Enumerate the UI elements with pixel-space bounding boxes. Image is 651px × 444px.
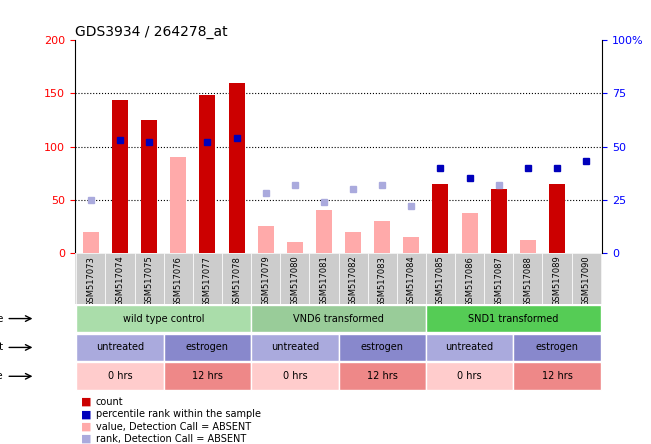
Bar [280,253,309,304]
Text: percentile rank within the sample: percentile rank within the sample [96,409,260,419]
Text: 0 hrs: 0 hrs [457,371,482,381]
Bar [171,157,186,253]
Text: GSM517088: GSM517088 [523,256,533,306]
Bar [514,362,601,390]
Text: GSM517075: GSM517075 [145,256,154,306]
Bar [462,213,478,253]
Bar [514,333,601,361]
Text: GSM517086: GSM517086 [465,256,474,306]
Bar [251,362,339,390]
Text: time: time [0,371,4,381]
Bar [112,99,128,253]
Text: agent: agent [0,342,4,353]
Bar [368,253,397,304]
Text: 12 hrs: 12 hrs [192,371,223,381]
Bar [514,253,542,304]
Text: GSM517077: GSM517077 [203,256,212,306]
Text: 0 hrs: 0 hrs [107,371,132,381]
Text: GSM517078: GSM517078 [232,256,241,306]
Text: untreated: untreated [96,342,144,353]
Text: GSM517082: GSM517082 [348,256,357,306]
Text: GSM517087: GSM517087 [494,256,503,306]
Text: SND1 transformed: SND1 transformed [468,313,559,324]
Bar [339,362,426,390]
Bar [484,253,514,304]
Text: estrogen: estrogen [361,342,404,353]
Bar [76,305,251,333]
Text: VND6 transformed: VND6 transformed [293,313,384,324]
Text: untreated: untreated [271,342,319,353]
Bar [397,253,426,304]
Bar [345,232,361,253]
Text: ■: ■ [81,422,92,432]
Bar [339,253,368,304]
Bar [76,253,105,304]
Bar [374,221,390,253]
Bar [426,253,455,304]
Text: ■: ■ [81,409,92,419]
Bar [572,253,601,304]
Text: GSM517076: GSM517076 [174,256,183,306]
Text: GSM517084: GSM517084 [407,256,416,306]
Text: rank, Detection Call = ABSENT: rank, Detection Call = ABSENT [96,434,246,444]
Bar [251,305,426,333]
Text: untreated: untreated [445,342,493,353]
Bar [549,184,565,253]
Text: GDS3934 / 264278_at: GDS3934 / 264278_at [75,25,227,39]
Bar [222,253,251,304]
Bar [316,210,332,253]
Text: GSM517085: GSM517085 [436,256,445,306]
Bar [426,362,514,390]
Text: GSM517081: GSM517081 [320,256,329,306]
Text: 0 hrs: 0 hrs [283,371,307,381]
Text: GSM517079: GSM517079 [261,256,270,306]
Text: 12 hrs: 12 hrs [367,371,398,381]
Text: GSM517089: GSM517089 [553,256,562,306]
Bar [258,226,273,253]
Bar [105,253,135,304]
Bar [426,305,601,333]
Bar [76,333,163,361]
Bar [432,184,449,253]
Text: estrogen: estrogen [186,342,229,353]
Text: GSM517074: GSM517074 [115,256,124,306]
Bar [455,253,484,304]
Bar [141,120,157,253]
Bar [163,333,251,361]
Bar [251,333,339,361]
Text: GSM517083: GSM517083 [378,256,387,306]
Bar [339,333,426,361]
Bar [287,242,303,253]
Bar [229,83,245,253]
Text: GSM517073: GSM517073 [87,256,96,306]
Bar [251,253,280,304]
Bar [83,232,99,253]
Text: GSM517090: GSM517090 [581,256,590,306]
Text: value, Detection Call = ABSENT: value, Detection Call = ABSENT [96,422,251,432]
Text: 12 hrs: 12 hrs [542,371,572,381]
Text: GSM517080: GSM517080 [290,256,299,306]
Text: wild type control: wild type control [123,313,204,324]
Bar [491,189,506,253]
Bar [199,95,215,253]
Text: ■: ■ [81,397,92,407]
Bar [193,253,222,304]
Bar [163,362,251,390]
Bar [76,362,163,390]
Text: cell line: cell line [0,313,4,324]
Text: estrogen: estrogen [536,342,579,353]
Bar [404,237,419,253]
Bar [135,253,163,304]
Bar [309,253,339,304]
Text: count: count [96,397,123,407]
Bar [542,253,572,304]
Text: ■: ■ [81,434,92,444]
Bar [426,333,514,361]
Bar [163,253,193,304]
Bar [520,240,536,253]
